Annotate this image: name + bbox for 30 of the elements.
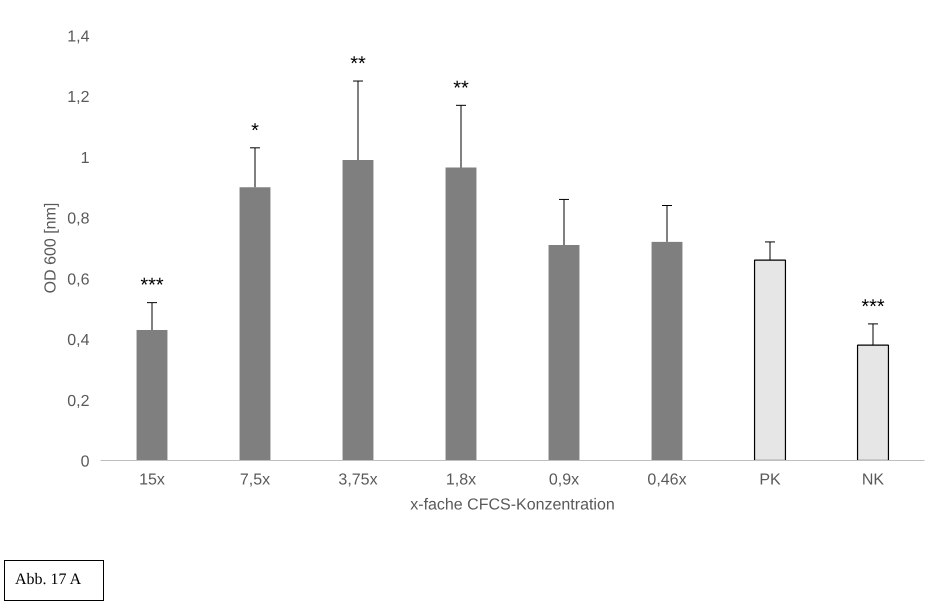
bar bbox=[240, 187, 270, 460]
y-axis-title: OD 600 [nm] bbox=[42, 202, 60, 294]
annotation: *** bbox=[140, 274, 164, 297]
bar bbox=[136, 330, 168, 460]
x-tick-label: 15x bbox=[139, 472, 165, 488]
x-tick-label: NK bbox=[862, 472, 884, 488]
x-tick-label: 3,75x bbox=[338, 472, 378, 488]
annotation: *** bbox=[861, 296, 885, 318]
y-tick-label: 1 bbox=[80, 150, 90, 167]
x-tick-label: 0,9x bbox=[548, 472, 580, 488]
y-tick-label: 0,8 bbox=[67, 210, 90, 228]
bar bbox=[652, 242, 682, 460]
x-tick-label: 7,5x bbox=[240, 472, 270, 488]
bar bbox=[446, 168, 476, 460]
y-tick-label: 0,2 bbox=[67, 392, 90, 410]
annotation: ** bbox=[453, 77, 469, 100]
y-tick-label: 1,4 bbox=[67, 28, 90, 46]
annotation: ** bbox=[350, 53, 366, 76]
bar bbox=[548, 244, 580, 460]
caption: Abb. 17 A bbox=[15, 570, 82, 590]
y-tick-label: 0,6 bbox=[67, 271, 90, 288]
x-tick-label: 1,8x bbox=[446, 472, 476, 488]
y-tick-label: 1,2 bbox=[67, 89, 90, 106]
y-tick-label: 0 bbox=[80, 454, 90, 470]
y-tick-label: 0,4 bbox=[67, 332, 90, 350]
bar bbox=[342, 160, 374, 460]
annotation: * bbox=[251, 120, 260, 142]
x-axis-title: x-fache CFCS-Konzentration bbox=[410, 496, 615, 514]
x-tick-label: PK bbox=[759, 472, 781, 488]
x-tick-label: 0,46x bbox=[647, 472, 687, 488]
